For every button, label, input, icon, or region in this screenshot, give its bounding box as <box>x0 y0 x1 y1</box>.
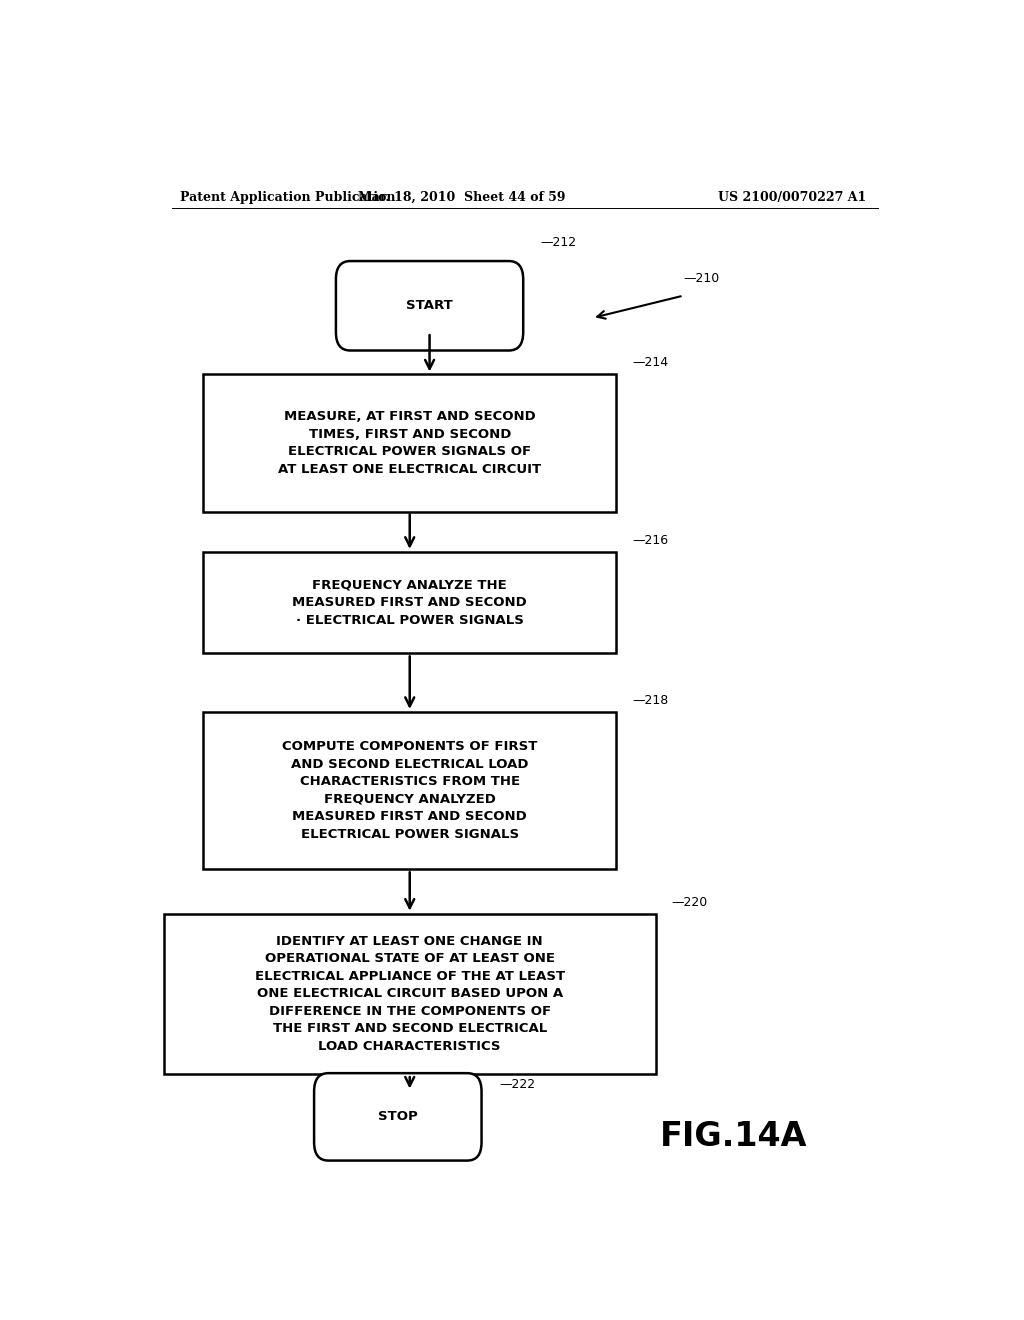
Text: START: START <box>407 300 453 313</box>
Bar <box>164 913 655 1074</box>
Text: MEASURE, AT FIRST AND SECOND
TIMES, FIRST AND SECOND
ELECTRICAL POWER SIGNALS OF: MEASURE, AT FIRST AND SECOND TIMES, FIRS… <box>279 411 542 475</box>
Text: FREQUENCY ANALYZE THE
MEASURED FIRST AND SECOND
· ELECTRICAL POWER SIGNALS: FREQUENCY ANALYZE THE MEASURED FIRST AND… <box>293 578 527 627</box>
Text: —222: —222 <box>499 1078 536 1092</box>
Text: US 2100/0070227 A1: US 2100/0070227 A1 <box>718 190 866 203</box>
FancyBboxPatch shape <box>336 261 523 351</box>
FancyBboxPatch shape <box>314 1073 481 1160</box>
Text: Mar. 18, 2010  Sheet 44 of 59: Mar. 18, 2010 Sheet 44 of 59 <box>357 190 565 203</box>
Bar <box>204 552 616 653</box>
Text: COMPUTE COMPONENTS OF FIRST
AND SECOND ELECTRICAL LOAD
CHARACTERISTICS FROM THE
: COMPUTE COMPONENTS OF FIRST AND SECOND E… <box>282 741 538 841</box>
Bar <box>204 711 616 870</box>
Text: —218: —218 <box>632 694 669 706</box>
Text: —210: —210 <box>684 272 720 285</box>
Text: —214: —214 <box>632 356 668 370</box>
Text: Patent Application Publication: Patent Application Publication <box>179 190 395 203</box>
Text: STOP: STOP <box>378 1110 418 1123</box>
Bar <box>204 375 616 512</box>
Text: FIG.14A: FIG.14A <box>659 1119 807 1152</box>
Text: IDENTIFY AT LEAST ONE CHANGE IN
OPERATIONAL STATE OF AT LEAST ONE
ELECTRICAL APP: IDENTIFY AT LEAST ONE CHANGE IN OPERATIO… <box>255 935 565 1053</box>
Text: —220: —220 <box>672 895 708 908</box>
Text: —212: —212 <box>541 236 577 249</box>
Text: —216: —216 <box>632 533 668 546</box>
